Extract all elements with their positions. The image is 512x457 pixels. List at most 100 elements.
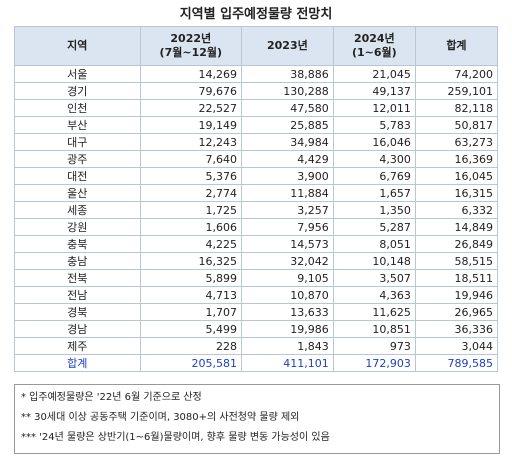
cell: 14,269 <box>139 65 243 83</box>
column-header: 2023년 <box>241 26 334 66</box>
cell: 대전 <box>14 167 141 185</box>
cell: 울산 <box>14 184 141 202</box>
column-header: 합계 <box>414 26 499 66</box>
cell: 34,984 <box>241 133 334 151</box>
title: 지역별 입주예정물량 전망치 <box>179 7 333 22</box>
cell: 25,885 <box>241 116 334 134</box>
table-row: 울산 2,774 11,884 1,657 16,315 <box>14 184 499 202</box>
cell: 36,336 <box>414 320 499 338</box>
header-line: 합계 <box>446 39 467 52</box>
cell: 21,045 <box>332 65 416 83</box>
cell: 5,376 <box>139 167 243 185</box>
cell: 16,325 <box>139 252 243 270</box>
header-line: (7월~12월) <box>159 46 223 59</box>
cell: 1,350 <box>332 201 416 219</box>
cell: 합계 <box>14 354 141 372</box>
cell: 130,288 <box>241 82 334 100</box>
table-row: 경기 79,676 130,288 49,137 259,101 <box>14 82 499 100</box>
cell: 제주 <box>14 337 141 355</box>
cell: 172,903 <box>332 354 416 372</box>
cell: 789,585 <box>414 354 499 372</box>
cell: 19,149 <box>139 116 243 134</box>
table-row: 서울 14,269 38,886 21,045 74,200 <box>14 65 499 83</box>
cell: 19,986 <box>241 320 334 338</box>
table-row: 세종 1,725 3,257 1,350 6,332 <box>14 201 499 219</box>
note: *** '24년 물량은 상반기(1~6월)물량이며, 향후 물량 변동 가능성… <box>21 432 330 443</box>
cell: 4,225 <box>139 235 243 253</box>
cell: 강원 <box>14 218 141 236</box>
cell: 12,243 <box>139 133 243 151</box>
cell: 4,363 <box>332 286 416 304</box>
cell: 16,045 <box>414 167 499 185</box>
table-row: 강원 1,606 7,956 5,287 14,849 <box>14 218 499 236</box>
cell: 79,676 <box>139 82 243 100</box>
cell: 5,287 <box>332 218 416 236</box>
cell: 충남 <box>14 252 141 270</box>
cell: 16,315 <box>414 184 499 202</box>
table-row: 대구 12,243 34,984 16,046 63,273 <box>14 133 499 151</box>
header-row: 지역 2022년 (7월~12월) 2023년 2024년 (1~6월) 합계 <box>14 26 499 66</box>
cell: 9,105 <box>241 269 334 287</box>
cell: 8,051 <box>332 235 416 253</box>
data-table: 지역 2022년 (7월~12월) 2023년 2024년 (1~6월) 합계 서울 14,2… <box>14 26 499 372</box>
cell: 4,429 <box>241 150 334 168</box>
column-header: 2024년 (1~6월) <box>332 26 416 66</box>
table-row: 충남 16,325 32,042 10,148 58,515 <box>14 252 499 270</box>
cell: 50,817 <box>414 116 499 134</box>
cell: 1,843 <box>241 337 334 355</box>
cell: 5,899 <box>139 269 243 287</box>
cell: 충북 <box>14 235 141 253</box>
cell: 경기 <box>14 82 141 100</box>
cell: 전남 <box>14 286 141 304</box>
cell: 14,849 <box>414 218 499 236</box>
table-row: 경남 5,499 19,986 10,851 36,336 <box>14 320 499 338</box>
cell: 6,332 <box>414 201 499 219</box>
table-row: 인천 22,527 47,580 12,011 82,118 <box>14 99 499 117</box>
cell: 74,200 <box>414 65 499 83</box>
column-header: 2022년 (7월~12월) <box>139 26 243 66</box>
cell: 4,300 <box>332 150 416 168</box>
cell: 서울 <box>14 65 141 83</box>
cell: 13,633 <box>241 303 334 321</box>
cell: 411,101 <box>241 354 334 372</box>
cell: 205,581 <box>139 354 243 372</box>
header-line: 2023년 <box>267 39 308 52</box>
table-row: 전북 5,899 9,105 3,507 18,511 <box>14 269 499 287</box>
cell: 228 <box>139 337 243 355</box>
total-row: 합계 205,581 411,101 172,903 789,585 <box>14 354 499 372</box>
cell: 11,625 <box>332 303 416 321</box>
cell: 1,707 <box>139 303 243 321</box>
cell: 259,101 <box>414 82 499 100</box>
note: ** 30세대 이상 공동주택 기준이며, 3080+의 사전청약 물량 제외 <box>21 412 300 423</box>
cell: 4,713 <box>139 286 243 304</box>
cell: 1,606 <box>139 218 243 236</box>
cell: 5,783 <box>332 116 416 134</box>
cell: 26,849 <box>414 235 499 253</box>
table-row: 부산 19,149 25,885 5,783 50,817 <box>14 116 499 134</box>
cell: 47,580 <box>241 99 334 117</box>
table-body: 서울 14,269 38,886 21,045 74,200 경기 79,676 130,28… <box>14 65 499 372</box>
cell: 58,515 <box>414 252 499 270</box>
cell: 전북 <box>14 269 141 287</box>
cell: 38,886 <box>241 65 334 83</box>
cell: 32,042 <box>241 252 334 270</box>
cell: 22,527 <box>139 99 243 117</box>
cell: 11,884 <box>241 184 334 202</box>
cell: 19,946 <box>414 286 499 304</box>
cell: 26,965 <box>414 303 499 321</box>
cell: 대구 <box>14 133 141 151</box>
cell: 5,499 <box>139 320 243 338</box>
cell: 1,725 <box>139 201 243 219</box>
cell: 7,956 <box>241 218 334 236</box>
cell: 10,851 <box>332 320 416 338</box>
cell: 7,640 <box>139 150 243 168</box>
note: * 입주예정물량은 '22년 6월 기준으로 산정 <box>21 392 202 403</box>
cell: 10,870 <box>241 286 334 304</box>
cell: 18,511 <box>414 269 499 287</box>
cell: 3,257 <box>241 201 334 219</box>
table-row: 제주 228 1,843 973 3,044 <box>14 337 499 355</box>
cell: 3,507 <box>332 269 416 287</box>
header-line: 지역 <box>67 39 88 52</box>
cell: 973 <box>332 337 416 355</box>
cell: 3,900 <box>241 167 334 185</box>
